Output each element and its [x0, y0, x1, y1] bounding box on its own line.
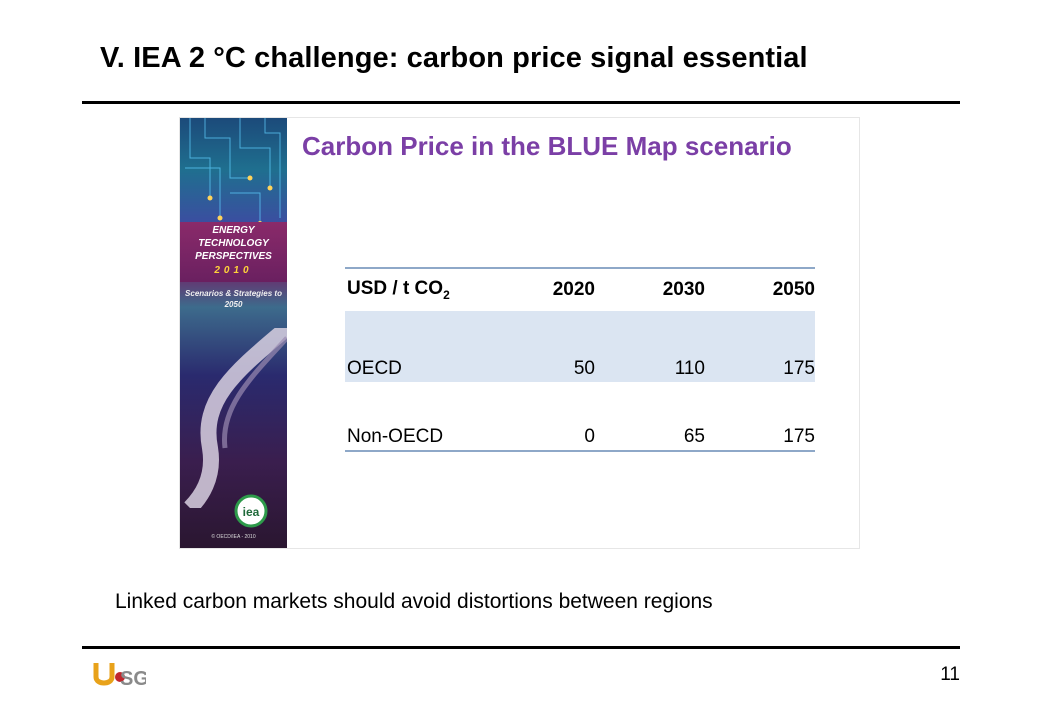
carbon-price-table: USD / t CO2 2020 2030 2050 OECD 50 110 1… — [345, 267, 815, 452]
value-cell: 175 — [783, 426, 815, 447]
year-header: 2020 — [552, 279, 595, 300]
cover-swirl-graphic — [184, 328, 287, 508]
value-cell: 65 — [683, 426, 705, 447]
year-header: 2050 — [772, 279, 815, 300]
usg-logo-icon: SG — [93, 663, 146, 689]
table-bottom-rule — [345, 450, 815, 452]
value-cell: 50 — [573, 358, 595, 379]
region-cell: OECD — [347, 358, 402, 379]
table-top-rule — [345, 267, 815, 269]
iea-logo-text: iea — [243, 505, 260, 519]
region-cell: Non-OECD — [347, 426, 444, 447]
figure-heading: Carbon Price in the BLUE Map scenario — [302, 131, 792, 161]
carbon-price-figure: ENERGY TECHNOLOGY PERSPECTIVES 2010 Scen… — [180, 118, 859, 548]
page-number: 11 — [940, 664, 960, 685]
value-cell: 110 — [674, 358, 705, 379]
book-cover: ENERGY TECHNOLOGY PERSPECTIVES 2010 Scen… — [180, 118, 287, 548]
unit-header: USD / t CO2 — [347, 278, 450, 302]
year-header: 2030 — [662, 279, 705, 300]
iea-logo-icon: iea — [234, 494, 268, 528]
cover-title-band — [180, 222, 287, 282]
footer-divider — [82, 646, 960, 649]
slide-title: V. IEA 2 °C challenge: carbon price sign… — [100, 42, 808, 74]
cover-year: 2010 — [214, 265, 253, 276]
circuit-pattern-graphic — [185, 118, 281, 225]
cover-title: ENERGY TECHNOLOGY PERSPECTIVES — [195, 225, 272, 262]
table-row: Non-OECD 0 65 175 — [345, 382, 815, 450]
value-cell: 175 — [783, 358, 815, 379]
usg-logo-text: SG — [120, 668, 146, 689]
cover-copyright: © OECD/IEA - 2010 — [211, 534, 256, 540]
value-cell: 0 — [584, 426, 595, 447]
slide-caption: Linked carbon markets should avoid disto… — [115, 590, 713, 613]
table-header-row: USD / t CO2 2020 2030 2050 — [345, 269, 815, 311]
cover-subtitle: Scenarios & Strategies to 2050 — [185, 289, 282, 309]
table-row: OECD 50 110 175 — [345, 311, 815, 382]
title-divider — [82, 101, 960, 104]
